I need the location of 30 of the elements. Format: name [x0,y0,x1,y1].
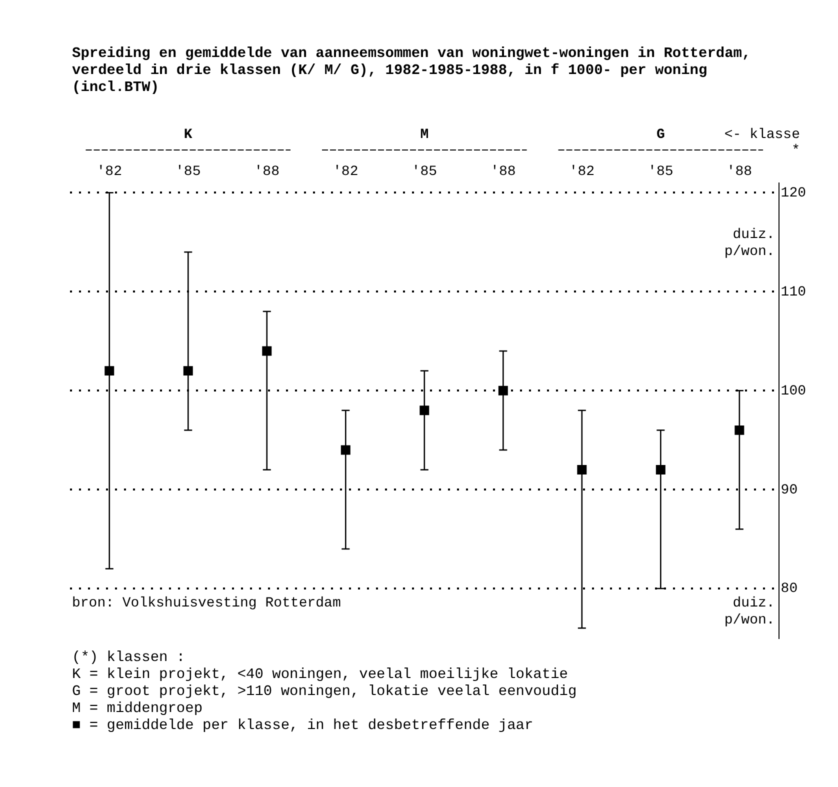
point [734,425,744,435]
x-tick-label: '88 [490,164,516,180]
chart-title: Spreiding en gemiddelde van aanneemsommen van woningwet-woningen in Rotterdam, verdeeld in drie klassen (K/ M/ G), 1982-1985-1988, in f 1000- per woning (incl.BTW) [72,46,752,97]
x-tick-label: '82 [333,164,358,180]
point [577,465,587,475]
y-tick-label: 110 [780,284,806,300]
x-tick-label: '85 [176,164,201,180]
text: (*) klassen : [72,650,186,667]
text: * [792,143,800,159]
text: K [184,127,193,143]
text: G [656,127,665,143]
x-tick-label: '85 [412,164,438,180]
x-tick-label: '88 [726,164,752,180]
text: M [420,127,429,143]
text: K = klein projekt, <40 woningen, veelal moeilijke lokatie [72,667,569,684]
x-tick-label: '82 [96,164,122,180]
y-tick-label: 80 [780,581,798,598]
x-tick-label: '88 [254,164,280,180]
text: ■ = gemiddelde per klasse, in het desbetreffende jaar [72,718,534,735]
text: <- klasse [724,127,800,143]
y-tick-label: 100 [780,383,806,400]
annotation: duiz. p/won. [724,596,775,629]
y-axis-title: duiz. p/won. [724,227,775,260]
annotation: bron: Volkshuisvesting Rotterdam [72,596,341,612]
x-tick-label: '85 [648,164,674,180]
text: G = groot projekt, >110 woningen, lokatie veelal eenvoudig [72,684,577,701]
text: M = middengroep [72,701,204,718]
y-tick-label: 120 [780,185,806,202]
x-tick-label: '82 [569,164,595,180]
y-tick-label: 90 [780,482,798,498]
